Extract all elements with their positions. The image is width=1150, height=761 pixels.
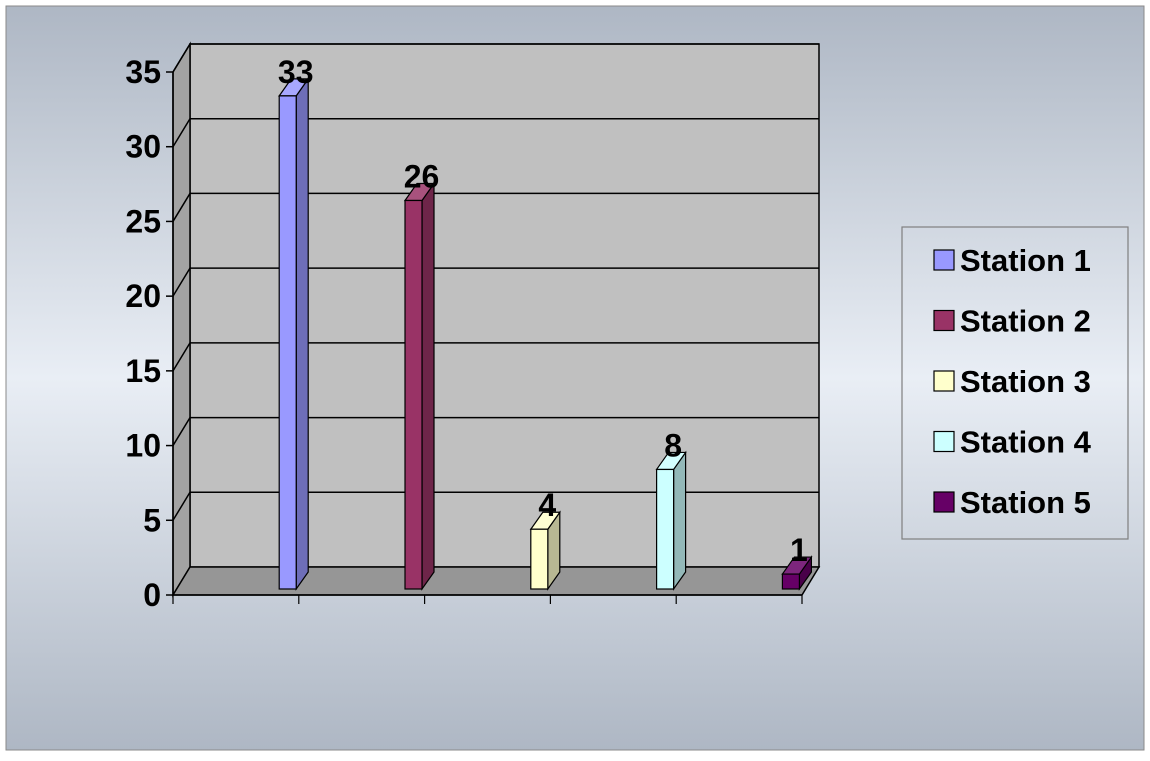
gridline (172, 342, 819, 372)
data-label-3: 4 (538, 487, 556, 523)
gridline (172, 43, 819, 73)
bar-front (781, 573, 801, 590)
bar-1 (278, 76, 310, 591)
bar-4 (655, 450, 687, 591)
bar-side (673, 450, 687, 591)
legend-item-5: Station 5 (933, 485, 1091, 520)
gridline (172, 192, 819, 222)
y-tick-label: 10 (125, 428, 161, 464)
legend-label: Station 4 (960, 425, 1092, 460)
legend-item-1: Station 1 (933, 243, 1091, 278)
y-tick-label: 0 (143, 577, 161, 613)
gridline (172, 491, 819, 521)
legend-swatch (933, 430, 955, 453)
legend-item-4: Station 4 (933, 425, 1092, 460)
plot-side-wall (172, 41, 191, 598)
legend-label: Station 5 (960, 485, 1091, 520)
bar-side (295, 76, 309, 591)
legend-swatch (933, 370, 955, 392)
legend-box (901, 226, 1129, 540)
bar-front (404, 199, 423, 590)
bar-front (530, 528, 549, 590)
legend-swatch (933, 309, 955, 332)
data-label-1: 33 (278, 54, 314, 90)
bar-front (656, 468, 675, 590)
data-label-4: 8 (664, 427, 682, 463)
legend-swatch (933, 249, 955, 271)
data-label-2: 26 (404, 158, 440, 194)
legend-label: Station 3 (960, 364, 1091, 399)
y-tick-label: 15 (125, 353, 161, 389)
bar-side (421, 181, 435, 591)
y-tick-label: 25 (125, 203, 161, 239)
legend-swatch (933, 491, 955, 513)
bar-front (278, 95, 297, 590)
gridline (172, 117, 819, 148)
y-tick-label: 30 (125, 129, 161, 165)
plot-floor (171, 566, 821, 596)
y-tick-label: 20 (125, 278, 161, 314)
gridline (172, 267, 819, 297)
legend-label: Station 2 (960, 304, 1091, 339)
bar-3 (529, 510, 561, 591)
legend-label: Station 1 (960, 243, 1091, 278)
bar-5 (781, 555, 813, 591)
y-tick-label: 5 (143, 502, 161, 538)
y-tick-label: 35 (125, 54, 161, 90)
gridline (172, 416, 819, 446)
legend-item-2: Station 2 (933, 304, 1091, 339)
data-label-5: 1 (790, 532, 808, 568)
legend-item-3: Station 3 (933, 364, 1091, 399)
bar-2 (403, 181, 436, 591)
